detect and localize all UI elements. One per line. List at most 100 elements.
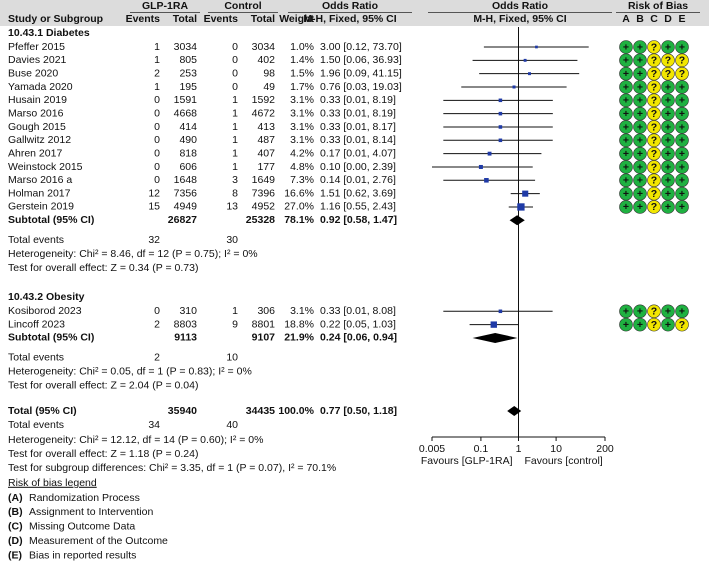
bias-symbol: ?	[651, 55, 657, 67]
total-glp1ra: 3034	[174, 41, 198, 53]
bias-symbol: +	[623, 121, 629, 133]
bias-circle	[647, 106, 661, 121]
subgroup-differences: Test for subgroup differences: Chi² = 3.…	[8, 462, 336, 474]
bias-symbol: +	[623, 175, 629, 187]
pooled-diamond	[472, 332, 518, 343]
bias-symbol: +	[637, 68, 643, 80]
study-name: Pfeffer 2015	[8, 41, 65, 53]
legend-text: Bias in reported results	[29, 549, 136, 561]
x-tick-label: 0.1	[474, 443, 489, 455]
bias-symbol: +	[623, 55, 629, 67]
study-name: Husain 2019	[8, 94, 67, 106]
events-control: 10	[226, 352, 238, 364]
bias-circle	[619, 186, 633, 201]
study-name: Ahren 2017	[8, 147, 62, 159]
total-glp1ra: 7356	[174, 187, 198, 199]
events-glp1ra: 1	[154, 81, 160, 93]
study-name: Lincoff 2023	[8, 318, 65, 330]
effect-square	[517, 203, 525, 211]
pooled-label: Subtotal (95% CI)	[8, 332, 94, 344]
bias-symbol: +	[637, 135, 643, 147]
bias-circle	[647, 66, 661, 81]
bias-symbol: +	[679, 306, 685, 318]
bias-circle	[647, 200, 661, 214]
events-glp1ra: 0	[154, 161, 160, 173]
events-control: 1	[232, 121, 238, 133]
bias-circle	[647, 160, 661, 174]
ci-label: 0.33 [0.01, 8.19]	[320, 107, 396, 119]
bias-symbol: +	[637, 161, 643, 173]
bias-circle	[675, 173, 689, 188]
total-control: 4952	[252, 201, 276, 213]
bias-symbol: +	[637, 201, 643, 213]
total-control: 306	[257, 305, 275, 317]
ci-label: 0.33 [0.01, 8.08]	[320, 305, 396, 317]
effect-square	[490, 321, 497, 328]
pooled-label: Total (95% CI)	[8, 405, 77, 417]
bias-symbol: ?	[651, 121, 657, 133]
bias-symbol: ?	[651, 68, 657, 80]
bias-circle	[661, 80, 675, 94]
events-control: 13	[226, 201, 238, 213]
column-header: Events	[126, 13, 161, 25]
bias-letter: C	[650, 13, 658, 25]
heterogeneity: Heterogeneity: Chi² = 12.12, df = 14 (P …	[8, 434, 263, 446]
bias-circle	[633, 106, 647, 121]
effect-square	[522, 190, 529, 197]
legend-key: (C)	[8, 521, 23, 533]
bias-circle	[647, 40, 661, 54]
bias-circle	[661, 160, 675, 174]
x-tick-label: 200	[596, 443, 614, 455]
bias-symbol: +	[623, 135, 629, 147]
events-control: 1	[232, 147, 238, 159]
bias-symbol: +	[679, 108, 685, 120]
bias-symbol: +	[665, 108, 671, 120]
effect-square	[498, 98, 503, 103]
bias-symbol: +	[623, 161, 629, 173]
header: GLP-1RA Control Odds Ratio Odds Ratio Ri…	[8, 0, 688, 25]
subgroup-title: 10.43.1 Diabetes	[8, 27, 90, 39]
bias-symbol: +	[665, 175, 671, 187]
total-glp1ra: 26827	[168, 214, 197, 226]
column-header: M-H, Fixed, 95% CI	[473, 13, 566, 25]
total-control: 8801	[252, 318, 276, 330]
events-glp1ra: 0	[154, 107, 160, 119]
pooled-diamond	[507, 406, 522, 416]
bias-symbol: +	[637, 95, 643, 107]
bias-symbol: +	[665, 319, 671, 331]
bias-symbol: +	[637, 306, 643, 318]
bias-circle	[675, 120, 689, 134]
bias-symbol: +	[623, 319, 629, 331]
bias-circle	[619, 133, 633, 148]
bias-symbol: +	[637, 175, 643, 187]
total-glp1ra: 1648	[174, 174, 198, 186]
bias-circle	[675, 186, 689, 201]
total-control: 487	[257, 134, 275, 146]
effect-square	[498, 111, 503, 116]
bias-symbol: ?	[679, 55, 685, 67]
bias-circle	[633, 93, 647, 108]
ci-label: 0.33 [0.01, 8.17]	[320, 121, 396, 133]
ci-label: 3.00 [0.12, 73.70]	[320, 41, 402, 53]
bias-circle	[661, 106, 675, 121]
heterogeneity: Heterogeneity: Chi² = 8.46, df = 12 (P =…	[8, 248, 258, 260]
study-name: Yamada 2020	[8, 81, 73, 93]
heterogeneity: Heterogeneity: Chi² = 0.05, df = 1 (P = …	[8, 366, 252, 378]
weight: 3.1%	[290, 94, 314, 106]
total-control: 25328	[246, 214, 275, 226]
bias-symbol: ?	[651, 319, 657, 331]
bias-circle	[675, 40, 689, 54]
overall-effect: Test for overall effect: Z = 1.18 (P = 0…	[8, 448, 198, 460]
group-header: Risk of Bias	[628, 0, 688, 12]
bias-symbol: +	[623, 148, 629, 160]
bias-circle	[675, 133, 689, 148]
group-header: Control	[224, 0, 261, 12]
bias-symbol: +	[637, 319, 643, 331]
bias-circle	[675, 106, 689, 121]
weight: 100.0%	[278, 405, 314, 417]
column-header: Study or Subgroup	[8, 13, 103, 25]
bias-symbol: ?	[679, 319, 685, 331]
bias-symbol: +	[623, 68, 629, 80]
